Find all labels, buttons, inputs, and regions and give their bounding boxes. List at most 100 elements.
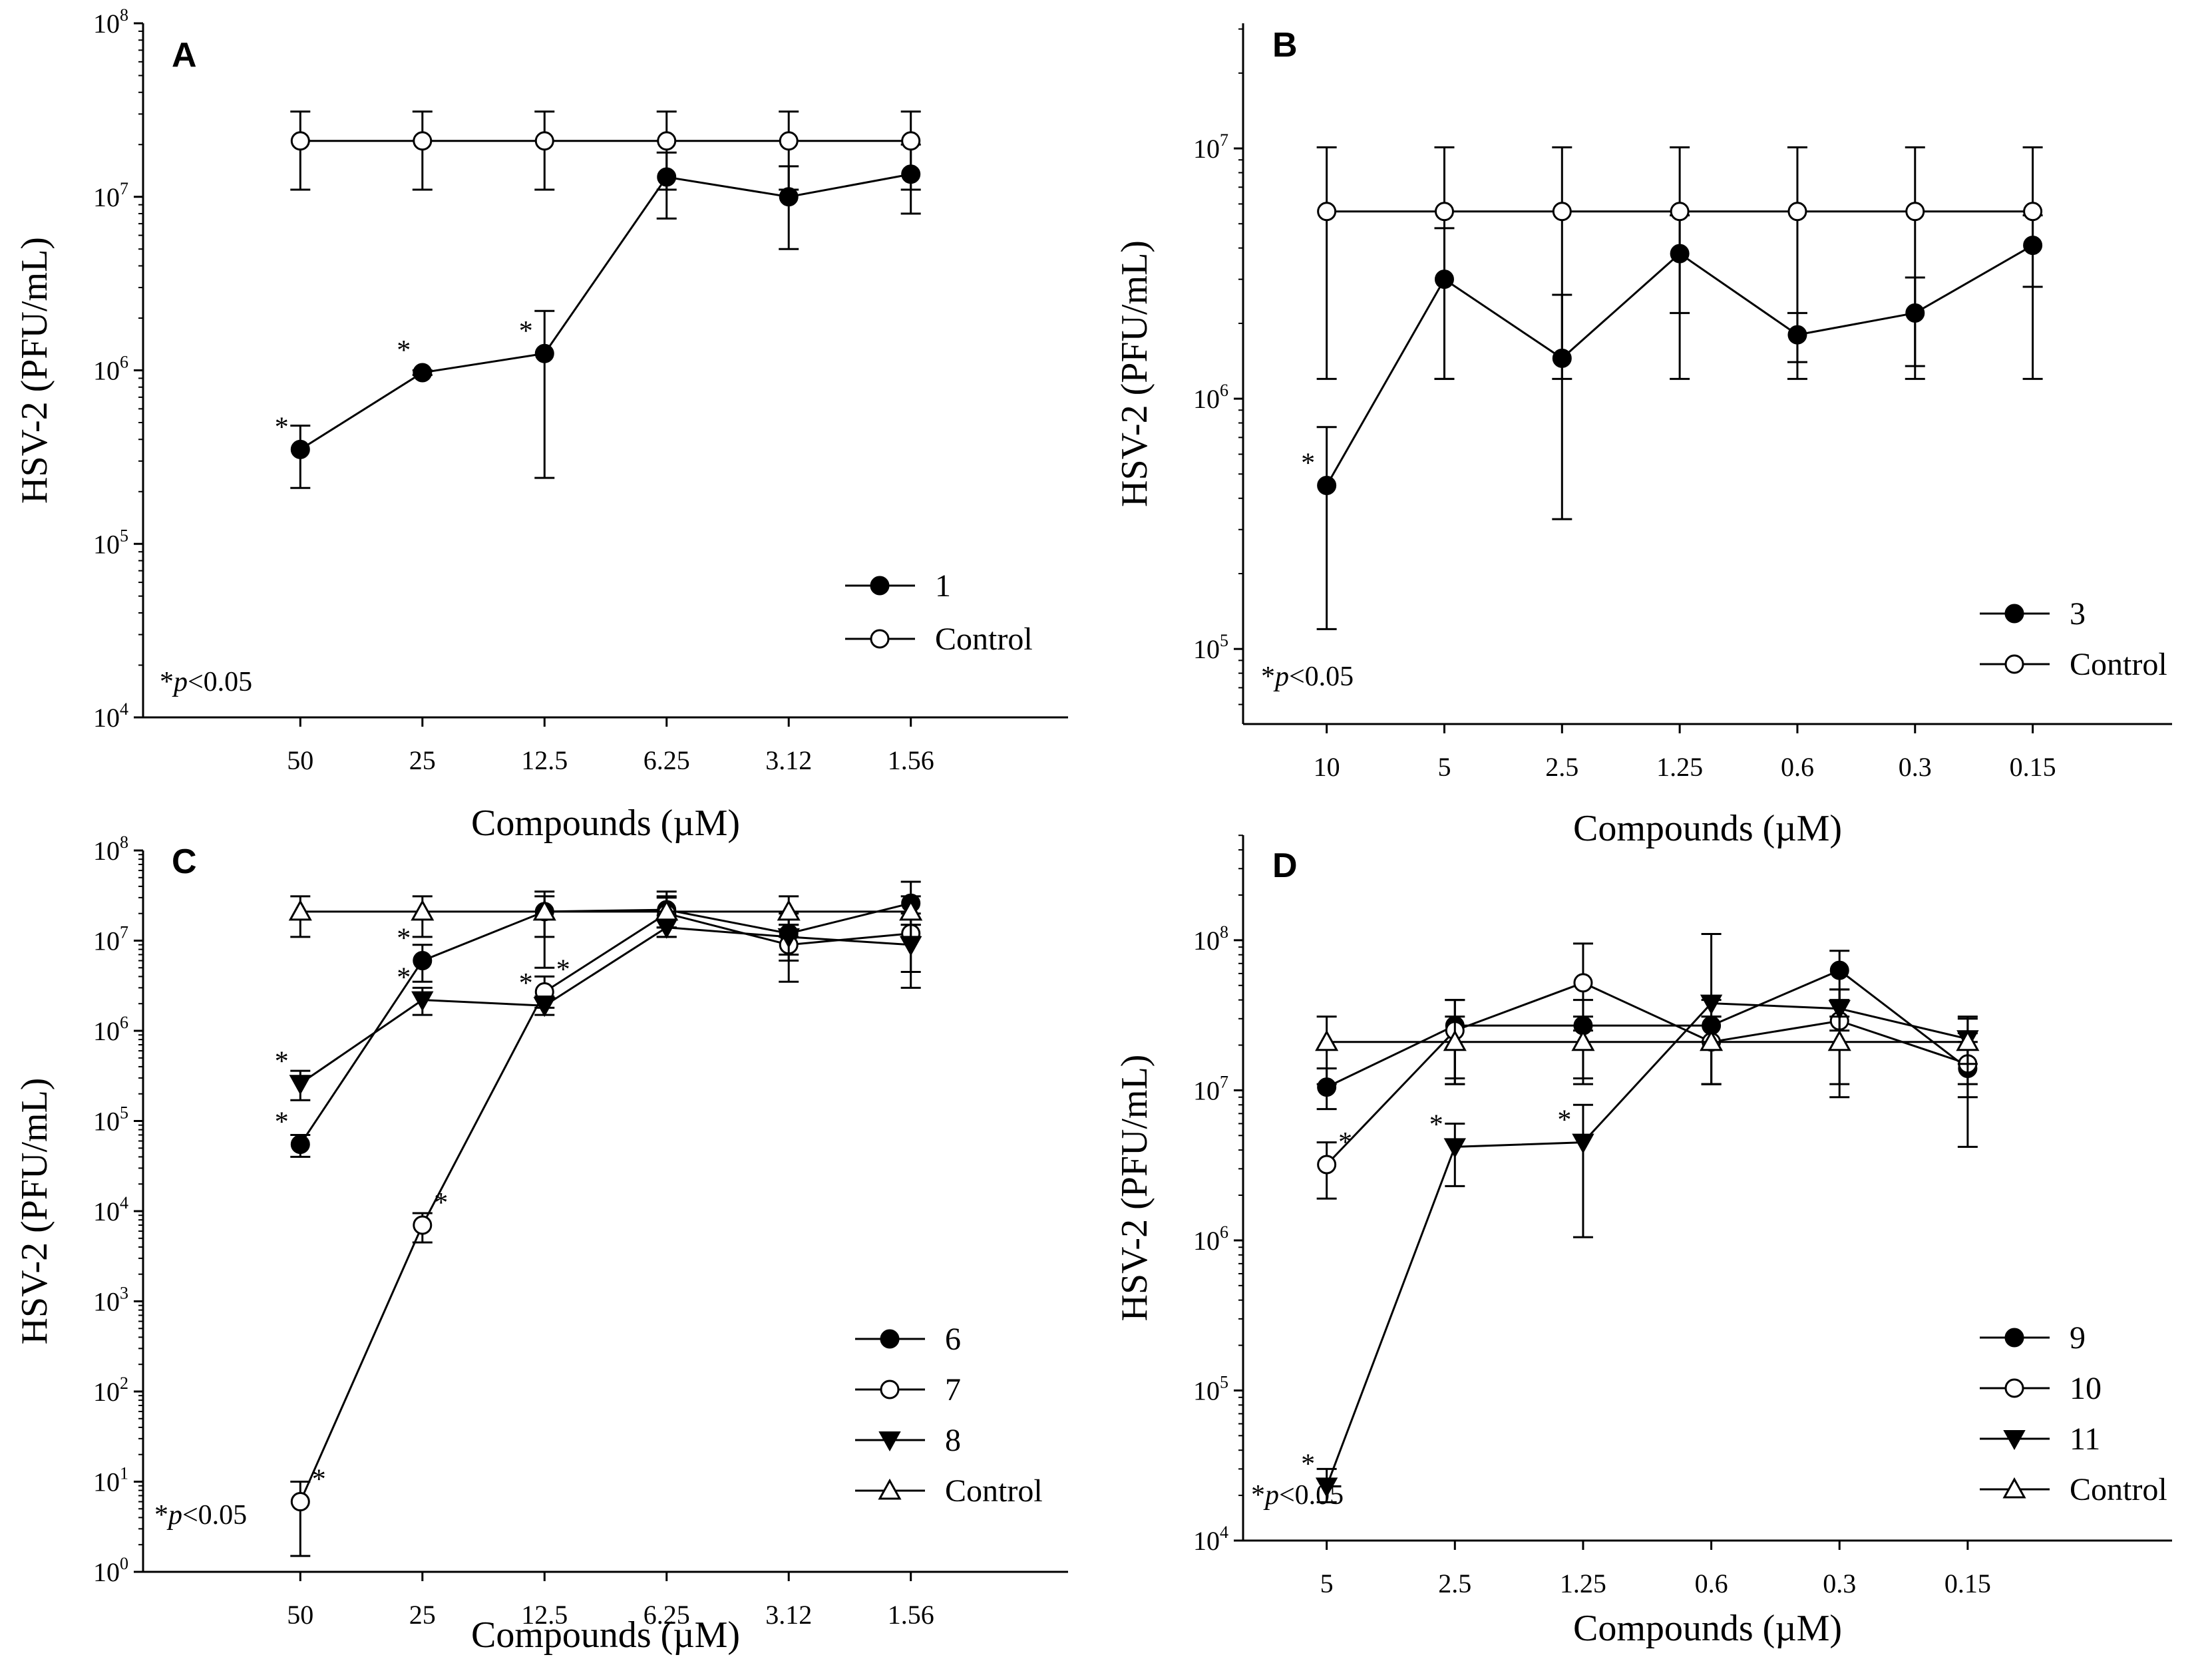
x-tick-label: 25	[409, 745, 436, 775]
significance-star: *	[397, 963, 411, 994]
legend-entry: 3	[1980, 596, 2086, 632]
data-point	[411, 899, 435, 921]
data-point	[1905, 202, 1925, 222]
data-point	[1700, 994, 1723, 1015]
y-tick-exponent: 6	[120, 353, 128, 372]
series-Control	[288, 895, 923, 938]
x-tick-label: 0.15	[1944, 1569, 1991, 1598]
significance-star: *	[1557, 1105, 1571, 1136]
series-10: *	[1316, 942, 1978, 1200]
y-tick-label: 105	[1193, 1372, 1228, 1405]
series-line	[299, 926, 911, 1085]
data-point	[534, 343, 554, 363]
data-point	[290, 439, 310, 459]
series-line	[299, 173, 911, 451]
y-axis-title: HSV-2 (PFU/mL)	[14, 1078, 55, 1345]
legend-entry: 9	[1980, 1320, 2086, 1356]
y-tick-exponent: 7	[1220, 130, 1228, 150]
significance-star: *	[519, 968, 533, 999]
significance-star: *	[519, 316, 533, 347]
x-tick-label: 10	[1314, 752, 1340, 782]
legend-entry: Control	[1980, 647, 2167, 682]
x-tick-label: 0.6	[1695, 1569, 1728, 1598]
significance-star: *	[397, 924, 411, 954]
y-tick-label: 108	[93, 833, 128, 866]
series-line	[1326, 969, 1968, 1088]
legend-entry: 6	[855, 1322, 961, 1357]
data-point	[290, 131, 310, 151]
x-tick-label: 50	[287, 1600, 313, 1630]
legend-entry: Control	[855, 1473, 1043, 1509]
legend-label: Control	[945, 1473, 1043, 1509]
x-tick-label: 2.5	[1438, 1569, 1471, 1598]
x-tick-label: 12.5	[521, 745, 568, 775]
significance-star: *	[312, 1465, 326, 1495]
series-6: **	[275, 880, 921, 1158]
y-tick-exponent: 5	[1220, 1372, 1228, 1391]
legend-label: Control	[2070, 647, 2167, 682]
y-tick-exponent: 4	[120, 699, 128, 719]
significance-note: *p<0.05	[1261, 661, 1354, 692]
significance-star: *	[275, 412, 289, 443]
data-point	[1670, 202, 1690, 222]
panel-label: A	[172, 36, 197, 75]
data-point	[1827, 1029, 1851, 1051]
data-point	[1443, 1029, 1467, 1051]
legend-entry: 1	[845, 568, 951, 604]
legend-marker	[2003, 1430, 2026, 1451]
data-point	[655, 899, 679, 921]
data-point	[1956, 1029, 1980, 1051]
panel-A: 104 105 106 107 108 50 25 12.5 6.25 3.12 1.56 HSV-2…	[14, 5, 1068, 844]
y-tick-label: 108	[1193, 922, 1228, 956]
legend-marker	[878, 1478, 902, 1500]
y-tick-label: 105	[93, 526, 128, 559]
y-tick-label: 106	[93, 353, 128, 386]
x-tick-label: 6.25	[644, 745, 690, 775]
significance-star: *	[275, 1046, 289, 1077]
y-axis-title: HSV-2 (PFU/mL)	[1114, 240, 1155, 507]
x-tick-label: 3.12	[765, 745, 812, 775]
y-tick-exponent: 6	[120, 1013, 128, 1032]
y-tick-label: 100	[93, 1554, 128, 1587]
legend-marker	[880, 1329, 900, 1349]
x-tick-label: 1.25	[1560, 1569, 1606, 1598]
y-tick-label: 107	[93, 179, 128, 212]
data-point	[1317, 202, 1337, 222]
significance-note: *p<0.05	[160, 667, 252, 697]
y-axis-title: HSV-2 (PFU/mL)	[14, 237, 55, 504]
y-tick-exponent: 8	[120, 5, 128, 25]
panel-label: B	[1272, 26, 1298, 65]
series-11: * * *	[1301, 933, 1979, 1503]
y-tick-exponent: 5	[120, 526, 128, 545]
y-tick-exponent: 0	[120, 1554, 128, 1573]
p-italic: p	[1263, 1480, 1279, 1511]
legend-entry: 7	[855, 1372, 961, 1407]
data-point	[411, 991, 434, 1012]
x-tick-label: 50	[287, 745, 313, 775]
y-tick-label: 104	[93, 1193, 128, 1226]
data-point	[1573, 973, 1593, 993]
x-tick-label: 1.56	[888, 745, 934, 775]
y-tick-exponent: 8	[120, 833, 128, 852]
legend-entry: 8	[855, 1423, 961, 1458]
significance-star: *	[556, 955, 570, 986]
panel-label: D	[1272, 846, 1298, 885]
y-tick-exponent: 6	[1220, 381, 1228, 400]
x-axis-title: Compounds (µM)	[471, 803, 740, 844]
data-point	[1315, 1029, 1339, 1051]
x-tick-label: 2.5	[1545, 752, 1578, 782]
x-tick-label: 0.6	[1781, 752, 1814, 782]
legend-marker	[870, 629, 890, 649]
panel-label: C	[172, 842, 197, 881]
data-point	[657, 131, 677, 151]
y-tick-exponent: 5	[120, 1103, 128, 1123]
y-tick-exponent: 8	[1220, 922, 1228, 942]
data-point	[290, 1135, 310, 1155]
x-tick-label: 0.3	[1823, 1569, 1856, 1598]
data-point	[2023, 202, 2043, 222]
legend-marker	[2004, 654, 2024, 674]
data-point	[1443, 1138, 1466, 1159]
data-point	[1434, 202, 1454, 222]
